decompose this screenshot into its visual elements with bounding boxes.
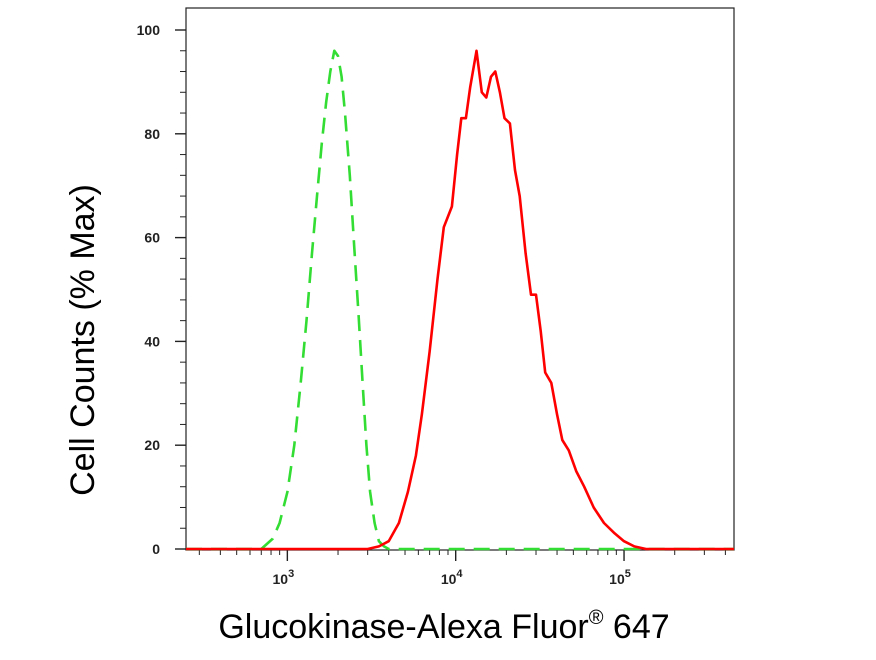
y-tick-label: 100 [137, 22, 161, 38]
series-line-2 [186, 49, 734, 551]
x-tick-label: 105 [609, 568, 631, 587]
series-line-1 [186, 49, 734, 551]
x-axis: 103 104 105 [198, 550, 726, 587]
x-axis-title-registered-mark: ® [589, 607, 604, 629]
y-axis: 0 20 40 60 80 100 [137, 22, 186, 557]
x-tick-label: 104 [441, 568, 464, 587]
y-tick-label: 20 [144, 437, 160, 453]
series-layer [186, 49, 734, 551]
x-axis-title: Glucokinase-Alexa Fluor® 647 [218, 607, 669, 646]
plot-frame [185, 7, 735, 551]
y-tick-label: 40 [144, 333, 160, 349]
x-axis-title-main: Glucokinase-Alexa Fluor [218, 608, 588, 646]
y-axis-title: Cell Counts (% Max) [64, 184, 102, 496]
x-axis-title-suffix: 647 [603, 608, 669, 646]
x-tick-label: 103 [273, 568, 295, 587]
y-tick-label: 60 [144, 230, 160, 246]
y-tick-label: 80 [144, 126, 160, 142]
y-tick-label: 0 [152, 541, 160, 557]
